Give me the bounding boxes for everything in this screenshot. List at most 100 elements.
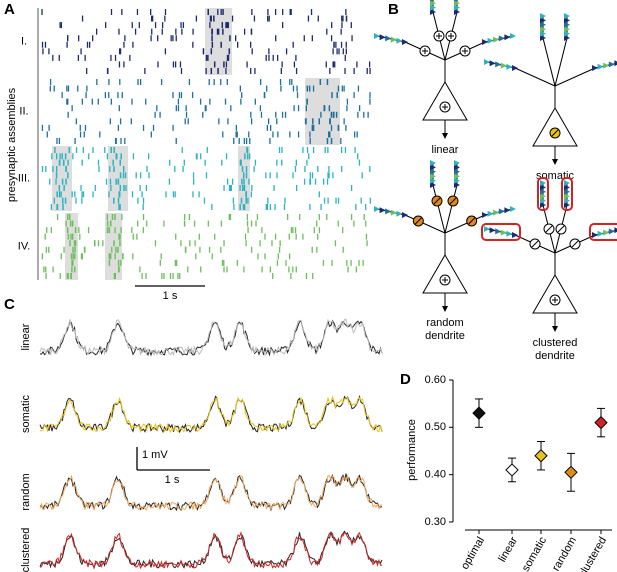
synapse [379,207,386,214]
synapse [430,0,436,7]
arrow [442,133,448,139]
synapse [396,210,403,217]
neuron-label: random dendrite [425,317,465,342]
synapse [482,39,488,45]
synapse [540,35,546,41]
synapse [597,63,604,70]
synapse [390,209,397,216]
synapse [484,226,490,232]
synapse [454,182,460,188]
synapse [493,36,500,43]
synapse [608,61,615,68]
synapse [454,0,460,7]
trace [39,394,383,434]
synapse [512,232,518,238]
y-axis-label: performance [406,419,418,481]
trace-label: somatic [20,395,32,433]
x-tick-label: clustered [576,535,609,572]
cluster-box [481,223,521,241]
dendrite [554,37,568,87]
point [472,406,486,420]
panel-label: B [388,1,399,18]
x-tick-label: linear [496,535,520,565]
row-label: II. [19,105,28,117]
dendrite [404,214,446,234]
synapse [540,21,546,28]
synapse [510,206,516,212]
synapse [504,34,511,41]
synapse [484,59,490,65]
synapse [430,182,436,188]
synapse [430,168,436,175]
soma [532,107,578,147]
row-label: I. [21,35,27,47]
synapse [564,180,570,186]
synapse [500,62,507,69]
cluster-box [589,223,617,241]
synapse [564,184,570,191]
scalebar-label: 1 mV [142,449,168,461]
synapse [512,65,518,71]
synapse [564,13,570,19]
neuron-label: somatic [536,170,574,182]
synapse [487,37,494,44]
synapse [374,206,380,212]
synapse [495,61,502,68]
synapse [495,228,502,235]
point [534,449,548,463]
synapse [564,188,570,195]
panel-label: A [4,1,15,18]
node-slash [571,240,579,248]
soma [422,254,468,294]
synapse [487,210,494,217]
synapse [540,188,546,195]
trace [39,474,383,512]
synapse [430,173,436,180]
x-tick-label: somatic [520,535,550,572]
trace [39,530,383,570]
trace-label: linear [20,323,32,350]
node-slash [449,197,457,205]
synapse [498,35,505,42]
row-label: III. [18,172,30,184]
synapse [454,177,460,184]
cluster-box [561,177,573,211]
synapse [430,0,434,2]
synapse [454,4,460,11]
synapse [430,164,436,171]
synapse [564,35,570,41]
synapse [564,26,570,33]
synapse [506,230,513,237]
x-tick-label: random [550,535,579,572]
synapse [608,228,615,235]
synapse [390,36,397,43]
highlight [305,78,340,145]
synapse [540,26,546,33]
synapse [489,227,496,234]
synapse [614,60,617,67]
synapse [454,9,460,15]
synapse [454,164,460,171]
cluster-box [537,177,549,211]
synapse [454,168,460,175]
synapse [402,39,408,45]
synapse [564,17,570,24]
synapse [540,184,546,191]
trace [39,395,383,434]
y-tick-label: 0.30 [425,516,446,528]
node-slash [468,217,476,225]
synapse [540,17,546,24]
y-tick-label: 0.40 [425,469,446,481]
synapse [493,209,500,216]
node-slash [557,225,565,233]
point [505,463,519,477]
scalebar-label: 1 s [165,474,180,486]
synapse [482,212,488,218]
synapse [385,35,392,42]
synapse [564,202,570,208]
synapse [540,197,546,204]
synapse [564,21,570,28]
arrow [552,159,558,165]
scalebar-label: 1 s [163,290,178,302]
row-label: IV. [18,240,30,252]
